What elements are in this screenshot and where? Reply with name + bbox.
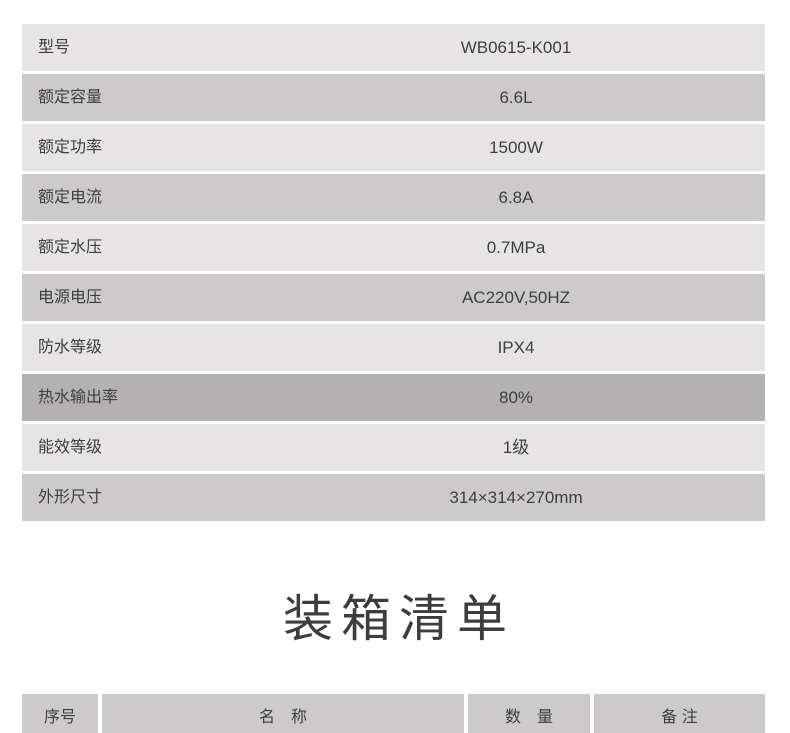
spec-row: 额定电流 6.8A (22, 174, 765, 221)
spec-label: 热水输出率 (22, 374, 263, 421)
spec-value: AC220V,50HZ (267, 274, 765, 321)
spec-label: 额定水压 (22, 224, 263, 271)
spec-row: 额定容量 6.6L (22, 74, 765, 121)
spec-table: 型号 WB0615-K001 额定容量 6.6L 额定功率 1500W 额定电流 6.8A 额定… (22, 24, 765, 524)
packing-column-header: 名 称 (102, 694, 464, 733)
spec-value: IPX4 (267, 324, 765, 371)
spec-row: 额定水压 0.7MPa (22, 224, 765, 271)
spec-row: 防水等级 IPX4 (22, 324, 765, 371)
spec-label: 能效等级 (22, 424, 263, 471)
spec-label: 额定功率 (22, 124, 263, 171)
spec-value: 1级 (267, 424, 765, 471)
spec-value: 6.6L (267, 74, 765, 121)
spec-label: 额定电流 (22, 174, 263, 221)
spec-label: 型号 (22, 24, 263, 71)
spec-value: 80% (267, 374, 765, 421)
spec-label: 防水等级 (22, 324, 263, 371)
spec-value: 1500W (267, 124, 765, 171)
spec-row: 外形尺寸 314×314×270mm (22, 474, 765, 521)
spec-value: 314×314×270mm (267, 474, 765, 521)
packing-list-title: 装箱清单 (283, 591, 515, 647)
spec-row: 额定功率 1500W (22, 124, 765, 171)
packing-list-header-row: 序号名 称数 量备 注 (22, 694, 765, 733)
spec-row: 型号 WB0615-K001 (22, 24, 765, 71)
spec-value: 6.8A (267, 174, 765, 221)
spec-row: 电源电压 AC220V,50HZ (22, 274, 765, 321)
packing-column-header: 备 注 (594, 694, 765, 733)
spec-value: 0.7MPa (267, 224, 765, 271)
packing-column-header: 数 量 (468, 694, 590, 733)
spec-row: 热水输出率 80% (22, 374, 765, 421)
spec-label: 额定容量 (22, 74, 263, 121)
spec-row: 能效等级 1级 (22, 424, 765, 471)
spec-value: WB0615-K001 (267, 24, 765, 71)
packing-column-header: 序号 (22, 694, 98, 733)
spec-label: 外形尺寸 (22, 474, 263, 521)
spec-label: 电源电压 (22, 274, 263, 321)
